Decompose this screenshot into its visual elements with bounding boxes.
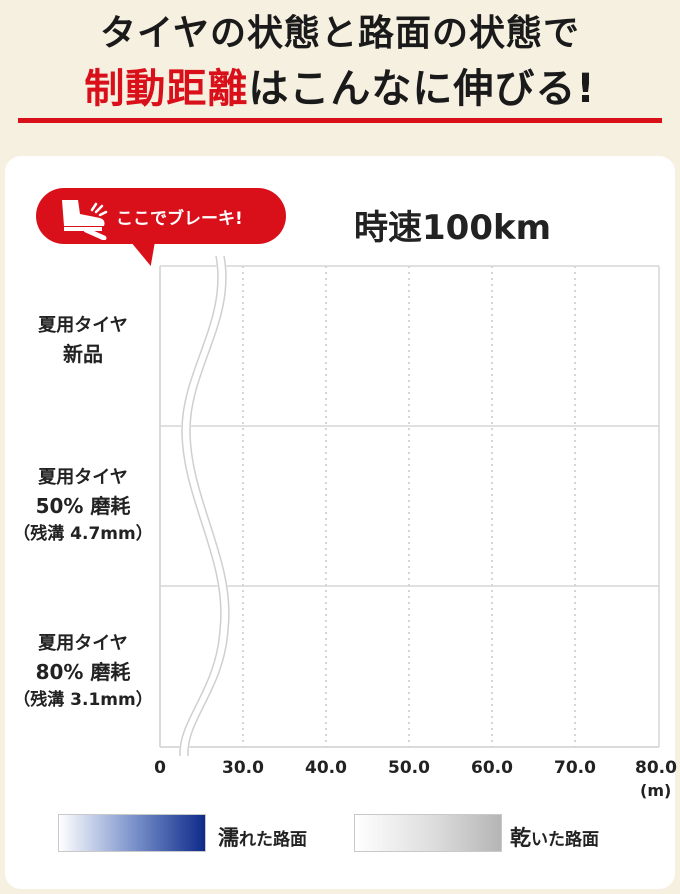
x-tick-label: 80.0 xyxy=(635,758,677,778)
page-title-line2: 制動距離はこんなに伸びる! xyxy=(0,56,680,114)
title-underline xyxy=(18,118,662,123)
legend-dry-kanji: 乾 xyxy=(510,826,531,850)
x-tick-label: 40.0 xyxy=(305,758,347,778)
page-title-line1: タイヤの状態と路面の状態で xyxy=(100,13,580,54)
row-label-line3: （残溝 3.1mm） xyxy=(13,690,153,710)
x-tick-label: 50.0 xyxy=(388,758,430,778)
axis-break-band xyxy=(178,255,230,757)
legend-dry-swatch xyxy=(354,814,502,852)
title-highlight: 制動距離 xyxy=(84,66,249,112)
x-tick-label: 70.0 xyxy=(554,758,596,778)
legend-dry-label: 乾いた路面 xyxy=(510,822,599,852)
row-label-line1: 夏用タイヤ xyxy=(38,315,128,336)
axis-break-line xyxy=(187,255,230,757)
legend-wet-label: 濡れた路面 xyxy=(218,822,307,852)
row-label-80pct: 夏用タイヤ 80% 磨耗 （残溝 3.1mm） xyxy=(0,630,166,714)
legend-wet-kanji: 濡 xyxy=(218,826,239,850)
legend-wet-rest: れた路面 xyxy=(239,830,307,850)
x-tick-label: 60.0 xyxy=(471,758,513,778)
row-label-line1: 夏用タイヤ xyxy=(38,467,128,488)
legend-dry-rest: いた路面 xyxy=(531,830,599,850)
axis-break-line xyxy=(179,255,222,757)
x-tick-label: 0 xyxy=(154,758,166,778)
title-rest: はこんなに伸びる! xyxy=(248,66,596,112)
row-label-line1: 夏用タイヤ xyxy=(38,633,128,654)
speed-label: 時速100km xyxy=(354,208,552,248)
row-label-line2: 新品 xyxy=(63,342,103,366)
row-label-line2: 50% 磨耗 xyxy=(35,494,131,518)
brake-callout-text: ここでブレーキ! xyxy=(116,209,243,229)
x-tick-label: 30.0 xyxy=(222,758,264,778)
row-label-line2: 80% 磨耗 xyxy=(35,660,131,684)
x-axis-unit: (m) xyxy=(640,781,672,800)
row-label-new: 夏用タイヤ 新品 xyxy=(0,312,166,368)
brake-pedal-foot-icon xyxy=(62,200,108,240)
row-label-50pct: 夏用タイヤ 50% 磨耗 （残溝 4.7mm） xyxy=(0,464,166,548)
row-label-line3: （残溝 4.7mm） xyxy=(13,524,153,544)
chart-card xyxy=(5,156,675,889)
legend-wet-swatch xyxy=(58,814,206,852)
